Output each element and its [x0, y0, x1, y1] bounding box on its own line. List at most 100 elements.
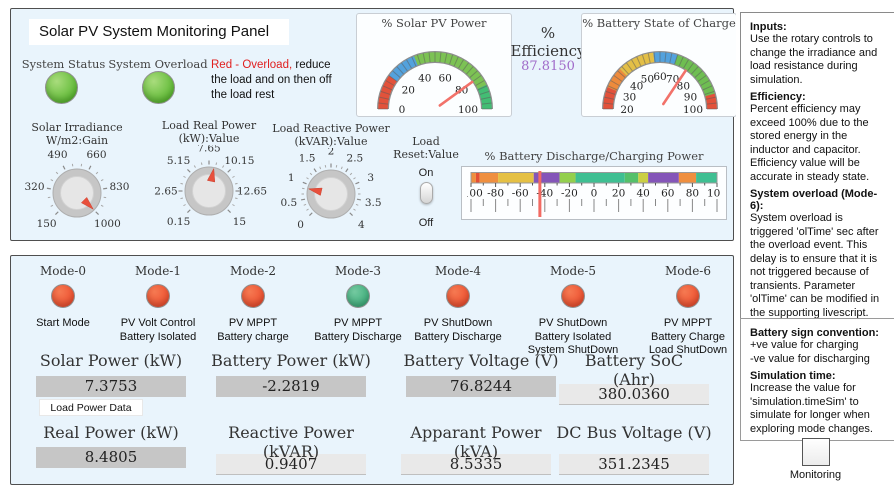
- overload-warning-text: Red - Overload, reduce the load and on t…: [211, 58, 343, 103]
- solar-power-value: 7.3753: [36, 376, 186, 397]
- svg-text:0: 0: [591, 188, 598, 200]
- switch-off-label: Off: [418, 217, 434, 229]
- load-reactive-power-knob-title: Load Reactive Power (kVAR):Value: [265, 122, 397, 148]
- svg-text:830: 830: [109, 181, 129, 193]
- svg-text:40: 40: [418, 73, 431, 85]
- solar-irradiance-knob-title-2: W/m2:Gain: [45, 134, 109, 147]
- mode-0-caption-1: Start Mode: [36, 317, 90, 329]
- svg-text:-100: -100: [467, 188, 483, 200]
- mode-4-caption-1: PV ShutDown: [423, 317, 493, 329]
- mode-4-name: Mode-4: [435, 264, 481, 278]
- load-reactive-power-knob-block: Load Reactive Power (kVAR):Value 0 0.5 1 1.…: [265, 122, 397, 242]
- svg-text:100: 100: [683, 104, 703, 115]
- svg-text:100: 100: [707, 188, 721, 200]
- battery-discharge-gauge: -100-80-60-40-20020406080100: [461, 166, 727, 220]
- mode-3-caption: PV MPPT Battery Discharge: [298, 317, 418, 344]
- dc-bus-voltage-label: DC Bus Voltage (V): [556, 423, 712, 442]
- load-reset-switch-title: Load Reset:Value: [393, 135, 459, 161]
- efficiency-value: 87.8150: [521, 60, 575, 70]
- mode-2: Mode-2 PV MPPT Battery charge: [193, 264, 313, 344]
- real-power-value: 8.4805: [36, 447, 186, 468]
- svg-text:2: 2: [328, 148, 335, 158]
- info-sidebar: Inputs: Use the rotary controls to chang…: [736, 0, 895, 496]
- apparant-power-label: Apparant Power (kVA): [410, 423, 542, 461]
- svg-text:0.15: 0.15: [167, 216, 190, 228]
- mode-5-caption-2: Battery Isolated: [534, 330, 612, 343]
- load-reset-switch[interactable]: [419, 182, 433, 204]
- reactive-power-label: Reactive Power (kVAR): [228, 423, 354, 461]
- svg-text:5.15: 5.15: [167, 155, 190, 167]
- overload-warning-rest: reduce the load and on then off the load…: [211, 59, 332, 101]
- battery-soc-readout: Battery SoC (Ahr) 380.0360: [559, 351, 709, 405]
- svg-text:15: 15: [233, 216, 246, 228]
- mode-5-caption-3: System ShutDown: [527, 344, 619, 356]
- mode-2-led: [241, 284, 265, 308]
- page-title: Solar PV System Monitoring Panel: [29, 19, 289, 45]
- load-real-power-knob-title-2: (kW):Value: [178, 132, 240, 145]
- svg-text:10.15: 10.15: [224, 155, 254, 167]
- svg-text:60: 60: [661, 188, 674, 200]
- mode-4-caption-2: Battery Discharge: [414, 330, 502, 343]
- svg-text:2.5: 2.5: [347, 153, 364, 165]
- svg-text:660: 660: [86, 149, 106, 161]
- mode-5-led: [561, 284, 585, 308]
- svg-text:4: 4: [358, 219, 365, 231]
- battery-soc-gauge: % Battery State of Charge 20 30 40 50 60 70 80…: [581, 13, 737, 117]
- svg-text:490: 490: [47, 149, 67, 161]
- battery-discharge-gauge-title: % Battery Discharge/Charging Power: [484, 149, 704, 163]
- mode-3-led: [346, 284, 370, 308]
- svg-text:1000: 1000: [94, 218, 121, 230]
- monitoring-block: Monitoring: [736, 438, 895, 481]
- note-box-bottom: Battery sign convention: +ve value for c…: [740, 318, 894, 441]
- monitoring-button[interactable]: [801, 438, 830, 466]
- svg-text:40: 40: [630, 81, 643, 93]
- svg-text:7.65: 7.65: [197, 145, 220, 155]
- apparant-power-readout: Apparant Power (kVA) 8.5335: [396, 423, 556, 475]
- svg-text:50: 50: [641, 74, 654, 86]
- efficiency-readout: % Efficiency 87.8150: [498, 24, 598, 70]
- battery-sign-body: +ve value for charging -ve value for dis…: [750, 339, 870, 365]
- mode-1-caption: PV Volt Control Battery Isolated: [98, 317, 218, 344]
- efficiency-title-pct: %: [540, 24, 556, 42]
- dc-bus-voltage-readout: DC Bus Voltage (V) 351.2345: [554, 423, 714, 475]
- efficiency-title-word: Efficiency: [510, 42, 586, 60]
- battery-soc-gauge-title: % Battery State of Charge: [582, 16, 736, 30]
- load-reactive-power-knob-title-2: (kVAR):Value: [294, 135, 368, 148]
- mode-2-caption: PV MPPT Battery charge: [193, 317, 313, 344]
- mode-6: Mode-6 PV MPPT Battery Charge Load ShutD…: [628, 264, 748, 358]
- svg-text:80: 80: [677, 81, 690, 93]
- svg-text:1: 1: [288, 172, 295, 184]
- note-box-top: Inputs: Use the rotary controls to chang…: [740, 12, 894, 325]
- load-real-power-knob-block: Load Real Power (kW):Value 0.15 2.65 5.15 7…: [143, 119, 275, 239]
- battery-discharge-gauge-block: % Battery Discharge/Charging Power -100-…: [461, 149, 727, 220]
- mode-5-caption: PV ShutDown Battery Isolated System Shut…: [513, 317, 633, 358]
- efficiency-heading: Efficiency:: [750, 91, 806, 103]
- system-status-label: System Status: [21, 57, 106, 71]
- load-power-data-button[interactable]: Load Power Data: [39, 399, 143, 416]
- svg-text:150: 150: [37, 218, 57, 230]
- solar-power-label: Solar Power (kW): [39, 351, 183, 370]
- reactive-power-value: 0.9407: [216, 454, 366, 475]
- mode-3-name: Mode-3: [335, 264, 381, 278]
- svg-text:12.65: 12.65: [237, 186, 267, 198]
- load-reactive-power-knob-title-1: Load Reactive Power: [272, 122, 390, 135]
- mode-6-caption-1: PV MPPT: [663, 317, 713, 329]
- real-power-label: Real Power (kW): [43, 423, 179, 442]
- svg-text:30: 30: [623, 91, 636, 103]
- svg-text:20: 20: [620, 104, 633, 115]
- load-reactive-power-knob[interactable]: 00.5 1 1.5 2 2.53 3.54: [265, 148, 397, 242]
- reactive-power-readout: Reactive Power (kVAR) 0.9407: [216, 423, 366, 475]
- overload-warning-red: Red - Overload,: [211, 59, 293, 71]
- mode-4-led: [446, 284, 470, 308]
- svg-text:-80: -80: [487, 188, 504, 200]
- svg-text:2.65: 2.65: [154, 186, 177, 198]
- svg-text:0.5: 0.5: [280, 197, 297, 209]
- mode-2-caption-1: PV MPPT: [228, 317, 278, 329]
- battery-voltage-value: 76.8244: [406, 376, 556, 397]
- mode-1-caption-2: Battery Isolated: [119, 330, 197, 343]
- solar-irradiance-knob-block: Solar Irradiance W/m2:Gain 150 320 490 660 8…: [11, 121, 143, 241]
- solar-irradiance-knob[interactable]: 150 320 490 660 830 1000: [11, 147, 143, 241]
- svg-text:320: 320: [25, 181, 45, 193]
- load-real-power-knob[interactable]: 0.15 2.65 5.15 7.65 10.15 12.65 15: [143, 145, 275, 239]
